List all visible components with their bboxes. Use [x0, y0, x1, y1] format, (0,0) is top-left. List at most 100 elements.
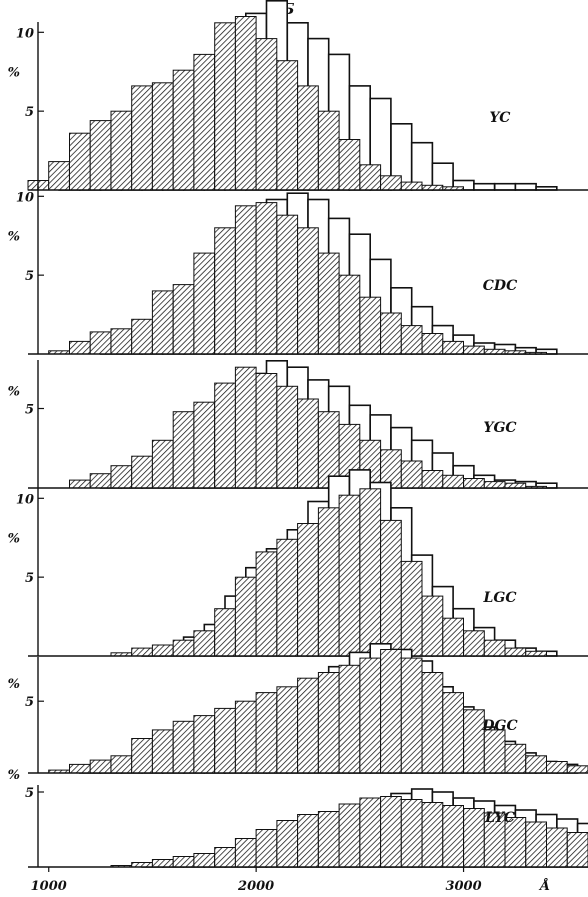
hatched-bar: [276, 385, 299, 489]
hatched-bar: [525, 755, 547, 774]
hatched-bar: [463, 808, 485, 868]
hatched-bar: [338, 274, 361, 355]
hatched-bar: [421, 802, 444, 868]
hatched-bar: [338, 803, 361, 868]
hatched-bar: [380, 796, 402, 868]
hatched-bar: [338, 139, 361, 191]
hatched-bar: [400, 181, 423, 191]
panels: 5 10% YC 5 10% CDC 5% YGC 5 10% LGC 5% DGC 5% LYC: [8, 0, 588, 868]
hatched-bar: [89, 473, 112, 489]
hatched-bar: [442, 340, 464, 355]
hatched-bar: [255, 692, 278, 774]
hatched-bar: [297, 227, 319, 355]
hatched-bar: [297, 523, 319, 657]
hatched-bar: [276, 538, 299, 657]
hatched-bar: [131, 455, 153, 489]
hatched-bar: [131, 738, 153, 774]
hatched-bar: [546, 827, 568, 868]
x-axis: 1000 2000 3000 Å: [31, 867, 550, 894]
y-tick-label: 5: [25, 571, 34, 586]
hatched-bar: [193, 715, 216, 774]
hatched-bar: [234, 205, 257, 355]
hatched-bar: [483, 639, 506, 657]
hatched-bar: [380, 519, 402, 657]
y-tick-label: 10: [16, 190, 34, 205]
hatched-bar: [151, 859, 174, 868]
hatched-bar: [421, 470, 444, 489]
unit-label: %: [8, 230, 20, 245]
hatched-bar: [421, 333, 444, 355]
x-tick-label: 2000: [237, 879, 274, 894]
hatched-bar: [525, 650, 547, 657]
hatched-bar: [89, 759, 112, 774]
hatched-bar: [483, 729, 506, 774]
hatched-bar: [400, 799, 423, 868]
x-tick-label: 1000: [31, 879, 67, 894]
hatched-bar: [317, 252, 340, 355]
hatched-bar: [89, 120, 112, 191]
hatched-bar: [317, 110, 340, 191]
hatched-bar: [48, 161, 70, 191]
y-tick-label: 5: [25, 403, 34, 418]
hatched-bar: [234, 838, 257, 868]
hatched-bar: [359, 797, 382, 868]
hatched-bar: [69, 132, 91, 191]
unit-label: %: [8, 532, 20, 547]
y-tick-label: 5: [25, 695, 34, 710]
hatched-bar: [525, 821, 547, 868]
hatched-bar: [463, 478, 485, 489]
hatched-bar: [359, 657, 382, 774]
hatched-bar: [276, 214, 299, 355]
hatched-bar: [297, 398, 319, 489]
panel-name: YC: [490, 110, 511, 126]
x-unit-label: Å: [538, 878, 550, 894]
hatched-bar: [69, 479, 91, 489]
hatched-bar: [110, 328, 133, 355]
hatched-bar: [566, 832, 588, 868]
hatched-bar: [276, 820, 299, 868]
hatched-bar: [317, 811, 340, 868]
hatched-bar: [172, 639, 195, 657]
unit-label: %: [8, 385, 20, 400]
hatched-bar: [151, 82, 174, 191]
hatched-bar: [234, 366, 257, 489]
hatched-bar: [359, 164, 382, 191]
hatched-bar: [359, 296, 382, 355]
hatched-bar: [172, 720, 195, 774]
hatched-bar: [380, 649, 402, 774]
hatched-bar: [214, 608, 236, 657]
hatched-bar: [131, 85, 153, 191]
hatched-bar: [151, 729, 174, 774]
hatched-bar: [504, 647, 527, 657]
hatched-bar: [442, 474, 464, 489]
open-bar: [473, 182, 496, 191]
hatched-bar: [255, 202, 278, 355]
panel-name: DGC: [481, 718, 517, 734]
hatched-bar: [380, 175, 402, 191]
hatched-bar: [297, 677, 319, 774]
hatched-bar: [193, 252, 216, 355]
unit-label: %: [8, 768, 20, 783]
hatched-bar: [151, 290, 174, 355]
hatched-bar: [317, 672, 340, 774]
hatched-bar: [234, 576, 257, 657]
hatched-bar: [214, 707, 236, 774]
hatched-bar: [297, 814, 319, 868]
y-tick-label: 10: [16, 26, 34, 41]
hatched-bar: [276, 686, 299, 774]
hatched-bar: [110, 755, 133, 774]
hatched-bar: [483, 348, 506, 355]
x-tick-label: 3000: [445, 879, 481, 894]
panel-name: LYC: [484, 810, 515, 826]
hatched-bar: [338, 494, 361, 657]
panel-dgc: 5% DGC: [8, 642, 588, 774]
hatched-bar: [359, 488, 382, 657]
panel-yc: 5 10% YC: [8, 0, 588, 191]
hatched-bar: [69, 340, 91, 355]
panel-ygc: 5% YGC: [8, 359, 588, 489]
hatched-bar: [151, 644, 174, 657]
hatched-bar: [421, 672, 444, 774]
hatched-bar: [463, 630, 485, 657]
hatched-bar: [131, 318, 153, 355]
